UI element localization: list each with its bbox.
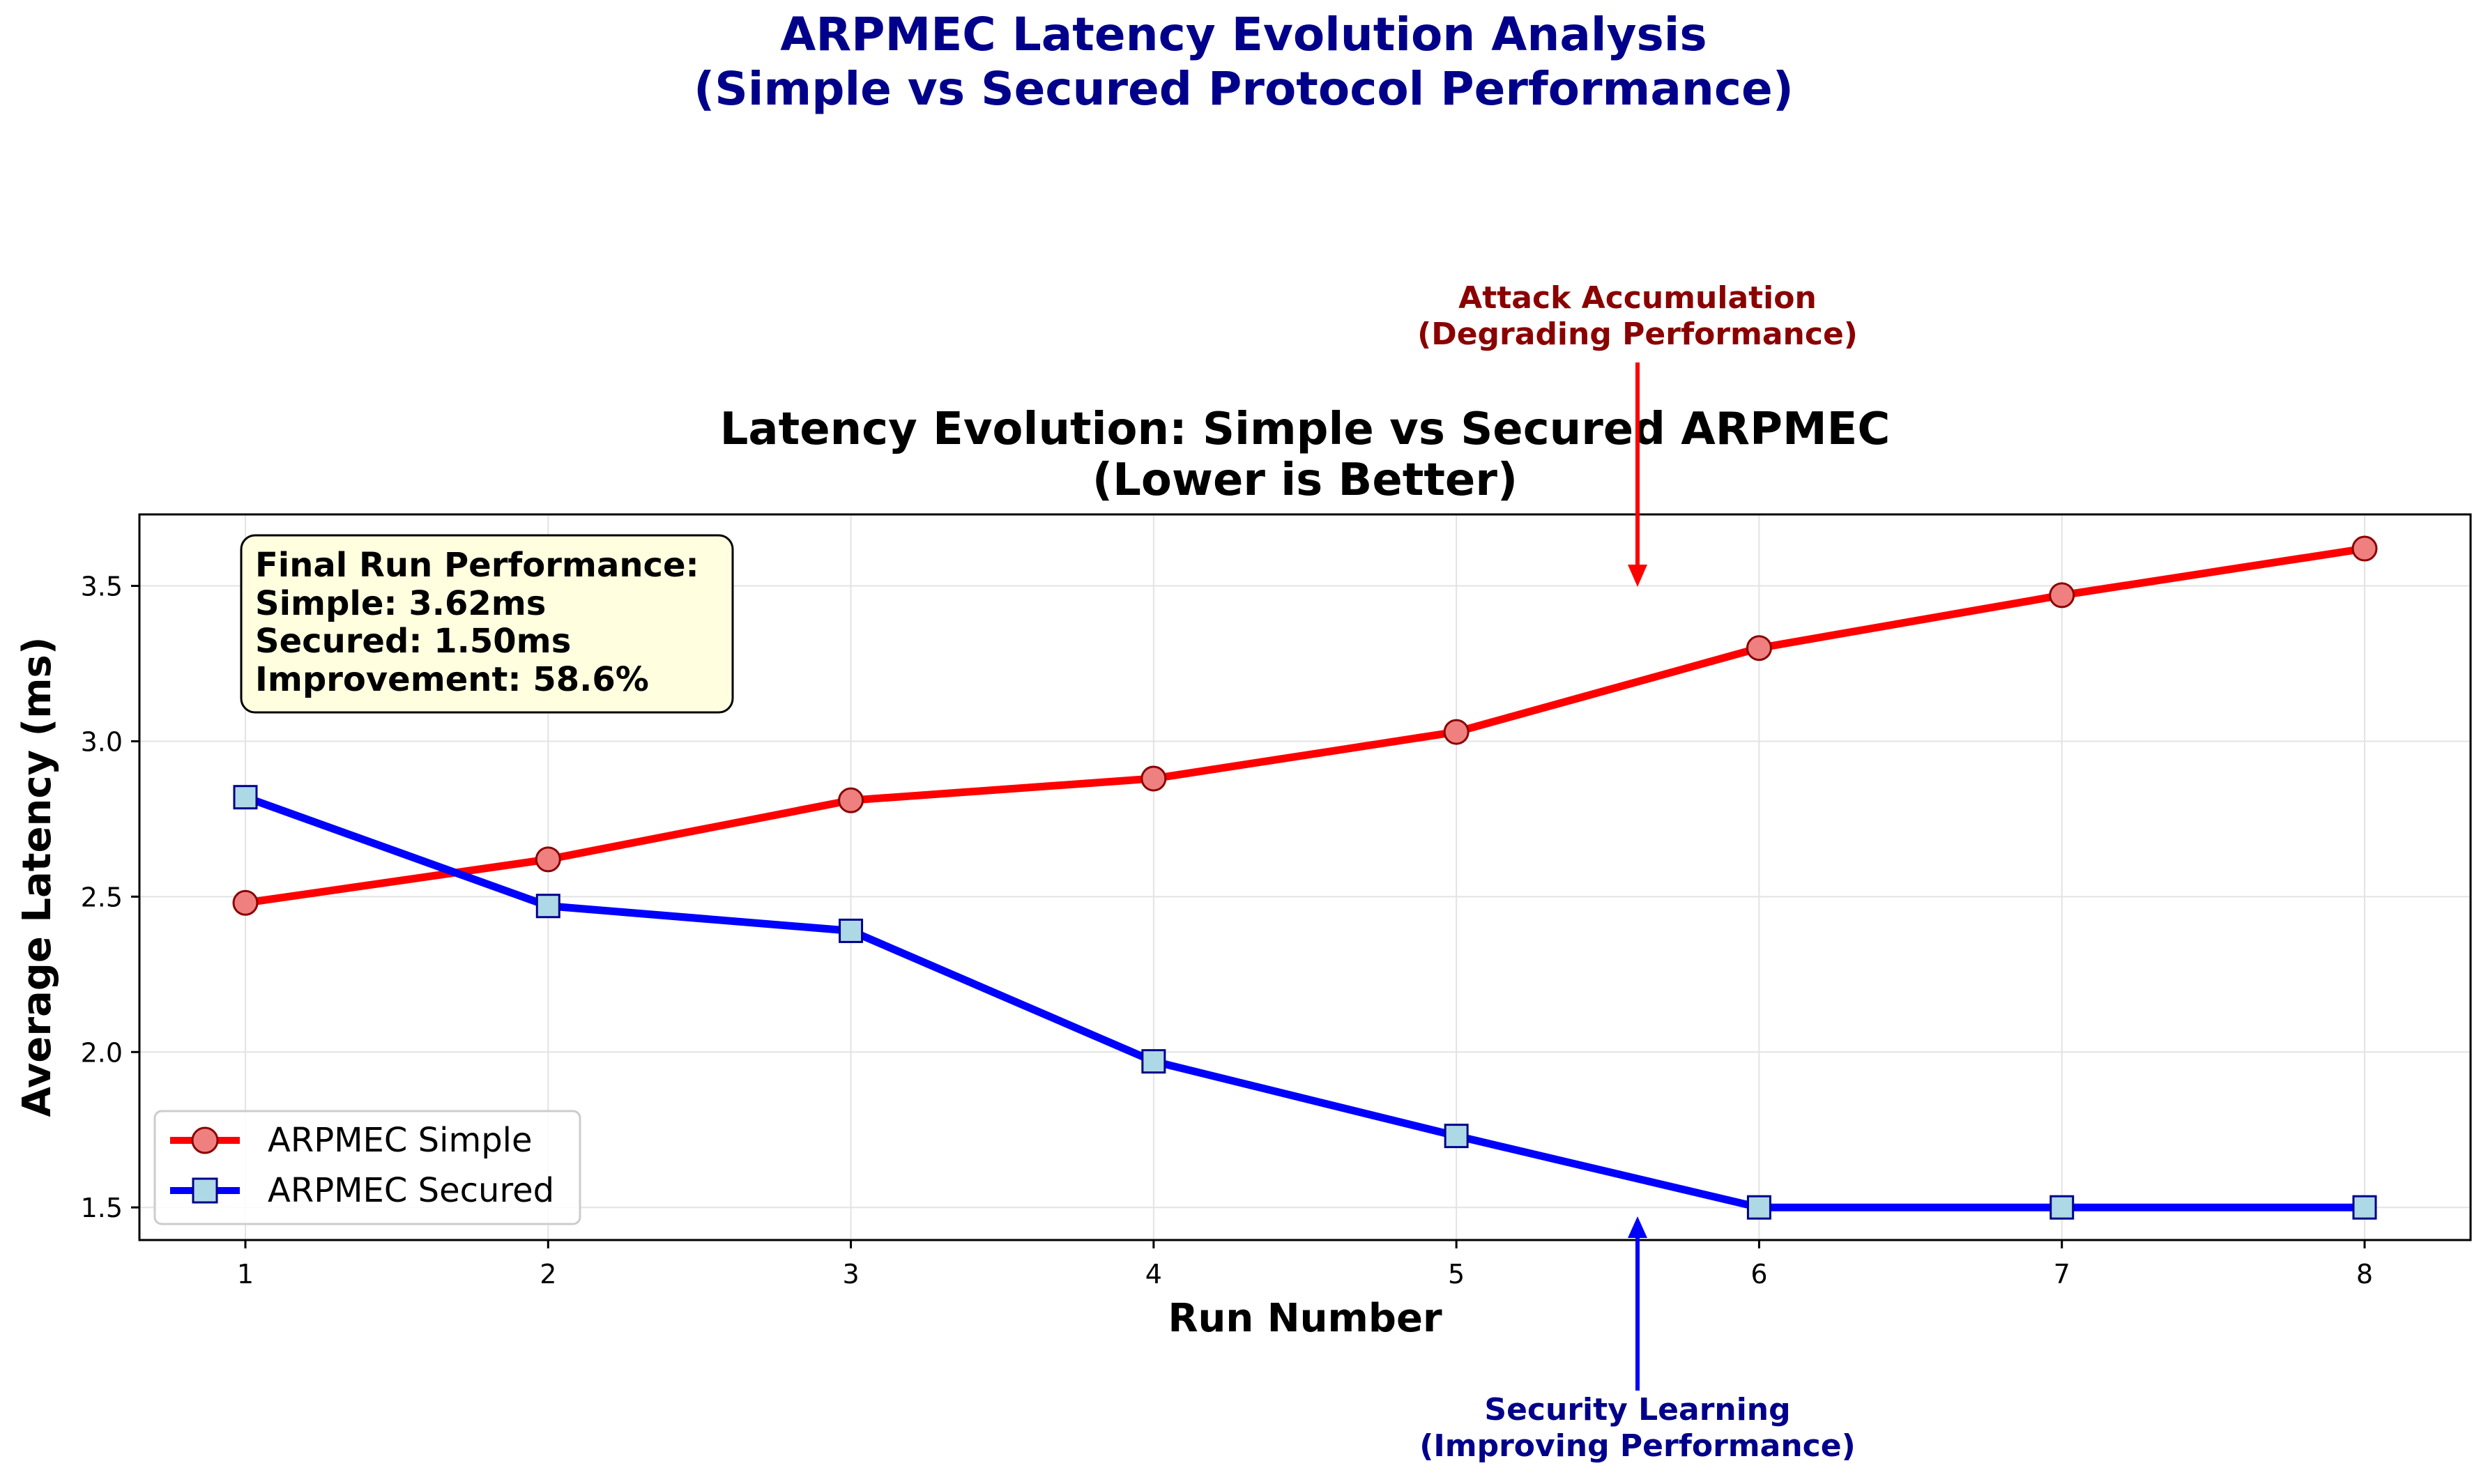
info-box-background	[240, 534, 734, 714]
info-box-line2: Simple: 3.62ms	[255, 584, 546, 623]
figure-suptitle-line2: (Simple vs Secured Protocol Performance)	[694, 62, 1794, 116]
chart-title-line2: (Lower is Better)	[1092, 454, 1518, 506]
x-axis-label: Run Number	[1168, 1296, 1442, 1341]
legend-box	[153, 1110, 581, 1225]
attack-annotation-line1: Attack Accumulation	[1458, 280, 1817, 316]
arpmec-secured-line	[241, 793, 2369, 1211]
arpmec-simple-point	[1746, 635, 1772, 661]
info-box-line4: Improvement: 58.6%	[255, 660, 649, 699]
legend-simple-label: ARPMEC Simple	[268, 1121, 533, 1160]
arpmec-simple-point	[535, 846, 561, 873]
x-tick-label: 4	[1145, 1259, 1162, 1290]
x-tick-label: 6	[1750, 1259, 1767, 1290]
x-tick-label: 8	[2356, 1259, 2373, 1290]
y-axis-label: Average Latency (ms)	[15, 637, 60, 1117]
x-tick-label: 5	[1448, 1259, 1465, 1290]
arpmec-secured-point	[233, 785, 258, 810]
y-axis-ticks: 1.5 2.0 2.5 3.0 3.5	[81, 572, 139, 1223]
arpmec-secured-point	[1746, 1195, 1771, 1220]
arpmec-secured-point	[839, 918, 864, 943]
arpmec-simple-point	[1443, 719, 1470, 745]
y-tick-label: 3.0	[81, 726, 123, 757]
legend-secured-marker	[192, 1177, 218, 1204]
x-tick-label: 3	[842, 1259, 859, 1290]
arpmec-secured-point	[1444, 1124, 1469, 1149]
attack-arrow-head	[1628, 565, 1647, 587]
y-tick-label: 2.0	[81, 1037, 123, 1068]
arpmec-simple-point	[1140, 765, 1167, 792]
figure-suptitle-line1: ARPMEC Latency Evolution Analysis	[780, 8, 1707, 61]
y-tick-label: 1.5	[81, 1193, 123, 1223]
attack-annotation-line2: (Degrading Performance)	[1417, 316, 1858, 352]
final-run-info-box: Final Run Performance: Simple: 3.62ms Se…	[240, 534, 734, 714]
x-tick-label: 1	[237, 1259, 254, 1290]
plot-frame	[138, 513, 2472, 1241]
arpmec-simple-point	[838, 787, 864, 813]
arpmec-secured-point	[535, 894, 560, 919]
arpmec-secured-point	[2352, 1195, 2377, 1220]
x-axis-ticks: 1 2 3 4 5 6 7 8	[237, 1240, 2373, 1290]
plot-series	[232, 535, 2378, 1220]
learning-annotation-line2: (Improving Performance)	[1419, 1428, 1855, 1464]
info-box-line1: Final Run Performance:	[255, 546, 699, 585]
arpmec-simple-point	[2351, 535, 2378, 562]
y-tick-label: 2.5	[81, 882, 123, 912]
info-box-line3: Secured: 1.50ms	[255, 622, 571, 661]
arpmec-secured-point	[1141, 1049, 1166, 1074]
legend: ARPMEC Simple ARPMEC Secured	[153, 1110, 581, 1225]
legend-simple-marker	[191, 1126, 219, 1154]
chart-title-line1: Latency Evolution: Simple vs Secured ARP…	[720, 404, 1891, 455]
learning-annotation-line1: Security Learning	[1484, 1392, 1790, 1428]
arpmec-simple-point	[2049, 582, 2075, 609]
arpmec-simple-point	[232, 889, 259, 916]
legend-secured-label: ARPMEC Secured	[268, 1171, 554, 1210]
learning-arrow-head	[1628, 1216, 1647, 1238]
learning-annotation: Security Learning (Improving Performance…	[1419, 1216, 1856, 1464]
arpmec-simple-line	[241, 544, 2369, 907]
attack-annotation: Attack Accumulation (Degrading Performan…	[1417, 280, 1858, 587]
arpmec-secured-point	[2050, 1195, 2075, 1220]
x-tick-label: 7	[2054, 1259, 2070, 1290]
y-tick-label: 3.5	[81, 572, 123, 602]
x-tick-label: 2	[540, 1259, 556, 1290]
